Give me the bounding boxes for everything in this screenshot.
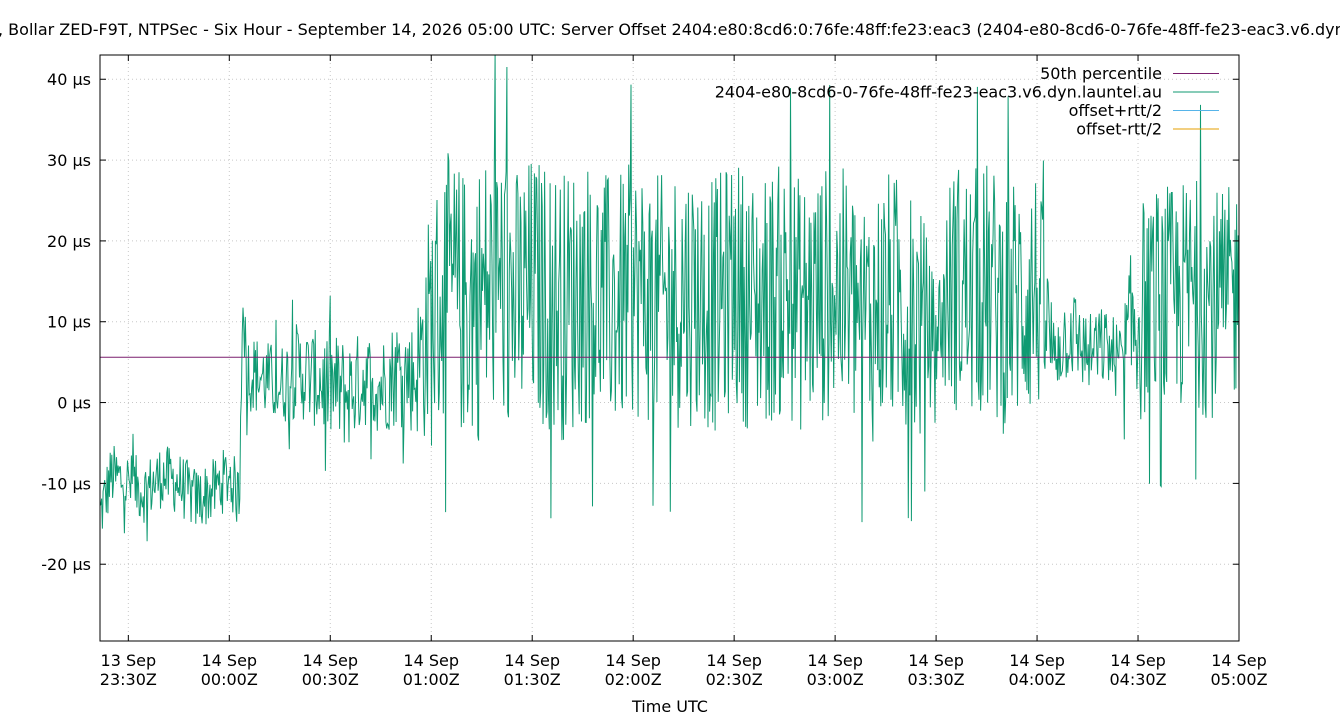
- legend-offset-minus-rtt-label: offset-rtt/2: [1076, 120, 1162, 139]
- y-tick-label: -20 µs: [41, 555, 91, 574]
- legend: 50th percentile2404-e80-8cd6-0-76fe-48ff…: [715, 64, 1219, 139]
- x-tick-label-time: 01:30Z: [504, 670, 561, 689]
- x-tick-label-time: 02:00Z: [605, 670, 662, 689]
- x-tick-label-date: 13 Sep: [101, 651, 157, 670]
- y-axis: 40 µs 30 µs 20 µs 10 µs 0 µs -10 µs -20 µs: [41, 70, 1239, 574]
- x-tick-label-date: 14 Sep: [1211, 651, 1267, 670]
- legend-50th-percentile-label: 50th percentile: [1040, 64, 1162, 83]
- series-layer: [100, 55, 1239, 542]
- y-tick-label: -10 µs: [41, 474, 91, 493]
- legend-offset-plus-rtt-label: offset+rtt/2: [1069, 101, 1162, 120]
- x-tick-label-date: 14 Sep: [605, 651, 661, 670]
- x-tick-label-date: 14 Sep: [302, 651, 358, 670]
- y-tick-label: 20 µs: [47, 232, 91, 251]
- y-tick-label: 30 µs: [47, 151, 91, 170]
- x-tick-label-time: 04:00Z: [1009, 670, 1066, 689]
- x-tick-label-time: 03:30Z: [908, 670, 965, 689]
- y-tick-label: 10 µs: [47, 313, 91, 332]
- x-tick-label-date: 14 Sep: [1110, 651, 1166, 670]
- x-tick-label-date: 14 Sep: [908, 651, 964, 670]
- x-tick-label-time: 00:30Z: [302, 670, 359, 689]
- x-tick-label-date: 14 Sep: [1009, 651, 1065, 670]
- x-tick-label-time: 00:00Z: [201, 670, 258, 689]
- x-axis-label: Time UTC: [631, 697, 708, 716]
- plot-frame: [99, 54, 1240, 642]
- x-tick-label-time: 02:30Z: [706, 670, 763, 689]
- x-tick-label-time: 01:00Z: [403, 670, 460, 689]
- x-tick-label-time: 23:30Z: [100, 670, 157, 689]
- legend-offset-series-label: 2404-e80-8cd6-0-76fe-48ff-fe23-eac3.v6.d…: [715, 83, 1162, 102]
- x-tick-label-time: 03:00Z: [807, 670, 864, 689]
- y-tick-label: 40 µs: [47, 70, 91, 89]
- y-tick-label: 0 µs: [57, 394, 91, 413]
- chart-title: , Bollar ZED-F9T, NTPSec - Six Hour - Se…: [0, 20, 1340, 39]
- x-tick-label-date: 14 Sep: [807, 651, 863, 670]
- x-tick-label-date: 14 Sep: [504, 651, 560, 670]
- x-tick-label-date: 14 Sep: [403, 651, 459, 670]
- offset-series-line: [100, 55, 1239, 542]
- x-tick-label-time: 05:00Z: [1210, 670, 1267, 689]
- x-tick-label-date: 14 Sep: [201, 651, 257, 670]
- x-tick-label-time: 04:30Z: [1109, 670, 1166, 689]
- x-tick-label-date: 14 Sep: [706, 651, 762, 670]
